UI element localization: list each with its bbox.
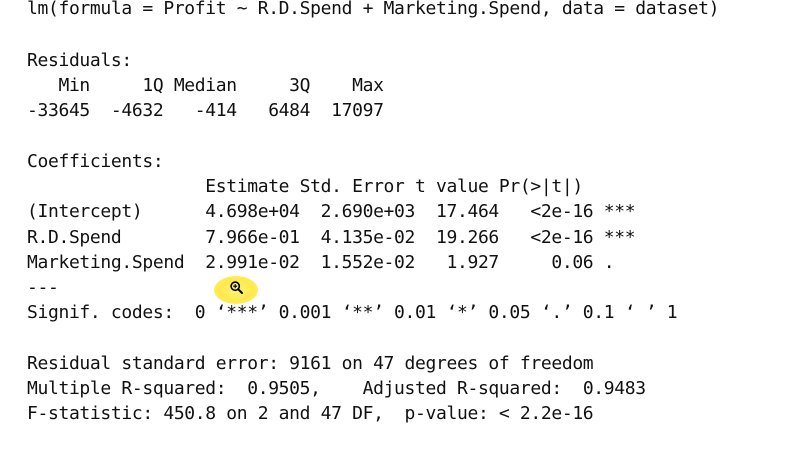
- zoom-magnifier-icon: [230, 281, 243, 294]
- coefficients-column-headers: Estimate Std. Error t value Pr(>|t|): [27, 176, 625, 197]
- residuals-header: Residuals:: [27, 50, 132, 71]
- separator-line: ---: [27, 277, 59, 298]
- coefficient-row-intercept: (Intercept) 4.698e+04 2.690e+03 17.464 <…: [27, 201, 636, 222]
- coefficient-row-marketing-spend: Marketing.Spend 2.991e-02 1.552e-02 1.92…: [27, 252, 625, 273]
- signif-codes-line: Signif. codes: 0 ‘***’ 0.001 ‘**’ 0.01 ‘…: [27, 302, 678, 323]
- r-squared-line: Multiple R-squared: 0.9505, Adjusted R-s…: [27, 378, 657, 399]
- coefficient-row-rd-spend: R.D.Spend 7.966e-01 4.135e-02 19.266 <2e…: [27, 227, 636, 248]
- f-statistic-line: F-statistic: 450.8 on 2 and 47 DF, p-val…: [27, 403, 594, 424]
- residuals-values: -33645 -4632 -414 6484 17097: [27, 100, 395, 121]
- residuals-labels: Min 1Q Median 3Q Max: [27, 75, 395, 96]
- lm-call-line: lm(formula = Profit ~ R.D.Spend + Market…: [27, 0, 720, 19]
- r-console-output: lm(formula = Profit ~ R.D.Spend + Market…: [27, 0, 720, 424]
- residual-standard-error-line: Residual standard error: 9161 on 47 degr…: [27, 353, 594, 374]
- coefficients-header: Coefficients:: [27, 151, 164, 172]
